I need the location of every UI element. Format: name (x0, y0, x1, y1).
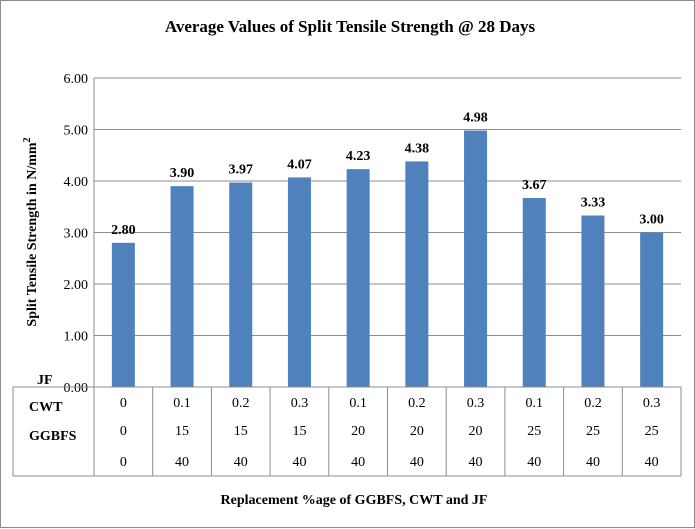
data-label: 3.67 (522, 178, 547, 193)
category-cell: 0 (120, 396, 127, 411)
category-cell: 15 (234, 424, 248, 439)
category-cell: 15 (175, 424, 189, 439)
bar (522, 197, 546, 387)
bar (111, 242, 135, 387)
category-cell: 40 (410, 455, 424, 470)
y-tick-labels: 0.00 1.00 2.00 3.00 4.00 5.00 6.00 (64, 72, 89, 396)
category-cell: 40 (292, 455, 306, 470)
category-row-label: GGBFS (29, 429, 77, 444)
y-tick-label: 3.00 (64, 227, 89, 242)
bar (346, 169, 370, 387)
category-cell: 15 (292, 424, 306, 439)
data-labels: 2.80 3.90 3.97 4.07 4.23 4.38 4.98 3.67 3.33 3.00 (111, 111, 664, 238)
category-cell: 0.3 (467, 396, 485, 411)
category-cell: 0 (120, 455, 127, 470)
bar (464, 130, 488, 387)
category-cell: 0.1 (526, 396, 544, 411)
data-label: 3.00 (639, 213, 664, 228)
data-label: 3.97 (229, 163, 254, 178)
y-axis-title-text: Split Tensile Strength in N/mm (25, 142, 40, 326)
y-tick-label: 2.00 (64, 278, 89, 293)
y-tick-label: 5.00 (64, 124, 89, 139)
category-cell: 0.2 (584, 396, 602, 411)
category-cell: 40 (175, 455, 189, 470)
category-table: JF 0 0.1 0.2 0.3 0.1 0.2 0.3 0.1 0.2 0.3 CWT 0 15 15 15… (29, 373, 660, 470)
bar (405, 161, 429, 387)
bar (640, 232, 664, 387)
category-cell: 0.2 (408, 396, 426, 411)
category-cell: 0.1 (349, 396, 367, 411)
data-label: 4.07 (287, 157, 312, 172)
bar (229, 182, 253, 387)
category-cell: 20 (469, 424, 483, 439)
category-cell: 0.3 (291, 396, 309, 411)
data-label: 4.23 (346, 149, 371, 164)
category-cell: 40 (469, 455, 483, 470)
category-table-lines (12, 386, 682, 477)
bar (170, 186, 194, 387)
category-cell: 20 (410, 424, 424, 439)
category-cell: 40 (645, 455, 659, 470)
category-cell: 0.1 (173, 396, 191, 411)
bar (581, 215, 605, 387)
bar (287, 177, 311, 387)
category-cell: 20 (351, 424, 365, 439)
data-label: 4.38 (405, 141, 430, 156)
chart-title: Average Values of Split Tensile Strength… (165, 17, 536, 36)
category-row-label: JF (37, 373, 53, 388)
x-axis-title: Replacement %age of GGBFS, CWT and JF (221, 493, 488, 508)
category-cell: 40 (586, 455, 600, 470)
data-label: 4.98 (463, 111, 488, 126)
category-cell: 0 (120, 424, 127, 439)
data-label: 3.90 (170, 166, 195, 181)
data-label: 2.80 (111, 223, 136, 238)
category-cell: 25 (645, 424, 659, 439)
bars (111, 130, 664, 387)
y-axis-title: Split Tensile Strength in N/mm2 (22, 137, 40, 326)
category-cell: 40 (234, 455, 248, 470)
y-tick-label: 1.00 (64, 330, 89, 345)
category-cell: 40 (351, 455, 365, 470)
y-axis-title-superscript: 2 (22, 137, 33, 142)
category-row-label: CWT (29, 400, 63, 415)
category-cell: 0.3 (643, 396, 661, 411)
y-tick-label: 6.00 (64, 72, 89, 87)
category-cell: 40 (527, 455, 541, 470)
y-tick-label: 0.00 (64, 381, 89, 396)
data-label: 3.33 (581, 196, 606, 211)
category-cell: 25 (527, 424, 541, 439)
y-tick-label: 4.00 (64, 175, 89, 190)
category-cell: 0.2 (232, 396, 250, 411)
category-cell: 25 (586, 424, 600, 439)
